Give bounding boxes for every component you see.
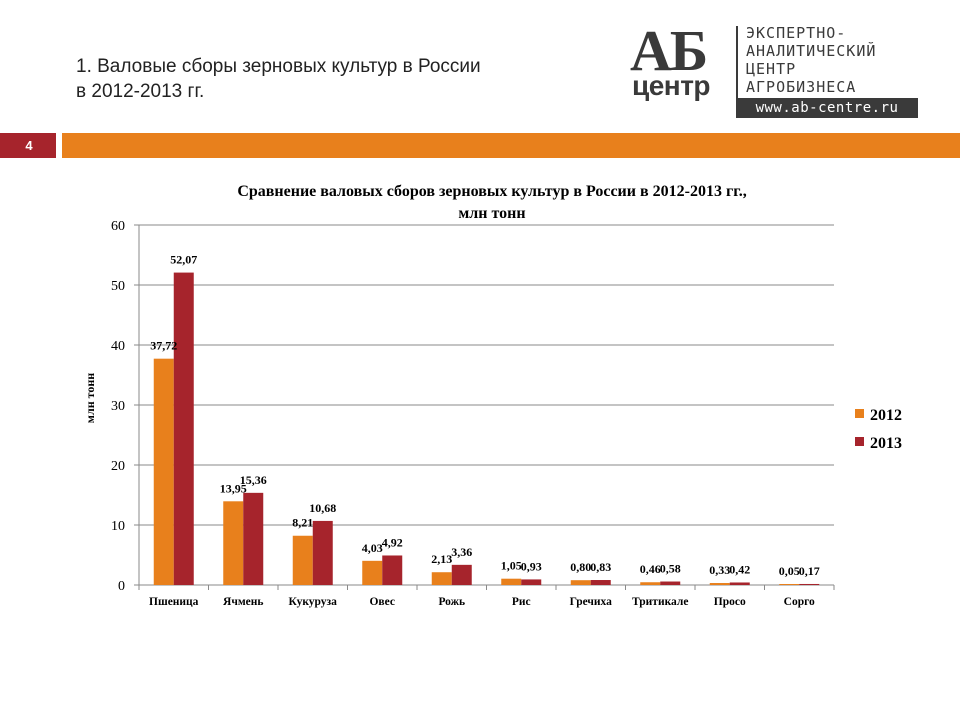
bar-2013 xyxy=(590,580,611,585)
logo-mark-ab: АБ xyxy=(630,18,708,83)
data-label: 0,80 xyxy=(570,560,591,574)
legend-label: 2012 xyxy=(870,407,902,424)
legend-swatch xyxy=(855,437,864,446)
header-accent-bar xyxy=(62,133,960,158)
data-label: 52,07 xyxy=(170,253,197,267)
data-label: 0,17 xyxy=(799,564,820,578)
x-tick-label: Кукуруза xyxy=(289,596,338,608)
y-tick-label: 30 xyxy=(111,399,125,414)
logo-text-line: ЭКСПЕРТНО- xyxy=(746,24,847,42)
bar-2012 xyxy=(501,578,522,585)
data-label: 0,33 xyxy=(709,563,730,577)
y-tick-label: 10 xyxy=(111,519,125,534)
y-tick-label: 40 xyxy=(111,339,125,354)
logo-mark: АБ центр xyxy=(628,22,732,104)
bar-2012 xyxy=(570,580,591,585)
data-label: 8,21 xyxy=(292,516,313,530)
bar-2013 xyxy=(382,555,403,585)
bar-2012 xyxy=(153,358,174,585)
x-tick-label: Тритикале xyxy=(632,596,688,608)
bar-2012 xyxy=(709,583,730,585)
chart-bars xyxy=(153,272,820,585)
bar-2013 xyxy=(660,581,681,585)
logo-text-line: АНАЛИТИЧЕСКИЙ xyxy=(746,42,877,60)
data-label: 0,42 xyxy=(729,562,750,576)
data-label: 0,05 xyxy=(779,564,800,578)
data-label: 1,05 xyxy=(501,559,522,573)
bar-2012 xyxy=(223,501,244,585)
chart-title-line2: млн тонн xyxy=(458,205,525,222)
logo-text-line: АГРОБИЗНЕСА xyxy=(746,78,857,96)
page-number-badge: 4 xyxy=(0,133,56,158)
data-label: 15,36 xyxy=(240,473,267,487)
y-tick-label: 20 xyxy=(111,459,125,474)
slide-title-line1: 1. Валовые сборы зерновых культур в Росс… xyxy=(76,56,481,77)
bar-2013 xyxy=(243,492,264,585)
bar-2013 xyxy=(173,272,194,585)
data-label: 0,58 xyxy=(660,562,681,576)
slide-title-line2: в 2012-2013 гг. xyxy=(76,81,205,102)
data-label: 37,72 xyxy=(150,339,177,353)
legend-swatch xyxy=(855,409,864,418)
bar-2013 xyxy=(799,583,820,585)
logo-text-line: ЦЕНТР xyxy=(746,60,797,78)
y-tick-label: 50 xyxy=(111,279,125,294)
data-label: 0,93 xyxy=(521,559,542,573)
y-tick-label: 60 xyxy=(111,219,125,234)
bar-2012 xyxy=(431,572,452,585)
data-label: 4,92 xyxy=(382,535,403,549)
x-tick-label: Рожь xyxy=(438,596,465,608)
x-tick-label: Овес xyxy=(369,596,395,608)
bar-2013 xyxy=(312,520,333,585)
logo-divider xyxy=(736,26,738,98)
y-axis-label: млн тонн xyxy=(83,373,97,423)
x-tick-label: Сорго xyxy=(784,596,815,608)
chart-axes: 0 10 20 30 40 50 60 Пшеница Ячмень Кукуруза Овес Ро… xyxy=(111,219,835,608)
data-label: 3,36 xyxy=(451,545,472,559)
x-tick-label: Гречиха xyxy=(570,596,613,608)
bar-2013 xyxy=(451,564,472,585)
logo-url: www.ab-centre.ru xyxy=(736,98,918,118)
slide-title: 1. Валовые сборы зерновых культур в Росс… xyxy=(76,54,576,104)
y-tick-label: 0 xyxy=(118,579,125,594)
bar-2012 xyxy=(292,535,313,585)
x-tick-label: Пшеница xyxy=(149,596,199,608)
x-tick-label: Просо xyxy=(714,596,746,608)
data-label: 2,13 xyxy=(431,552,452,566)
data-label: 4,03 xyxy=(362,541,383,555)
x-tick-label: Рис xyxy=(512,596,531,608)
chart-title: Сравнение валовых сборов зерновых культу… xyxy=(237,183,746,200)
chart-legend: 2012 2013 xyxy=(855,407,902,452)
logo-mark-center: центр xyxy=(632,70,711,101)
bar-2012 xyxy=(362,560,383,585)
legend-label: 2013 xyxy=(870,435,902,452)
ab-centre-logo: АБ центр ЭКСПЕРТНО- АНАЛИТИЧЕСКИЙ ЦЕНТР … xyxy=(628,22,928,122)
data-label: 0,46 xyxy=(640,562,661,576)
data-label: 0,83 xyxy=(590,560,611,574)
logo-text: ЭКСПЕРТНО- АНАЛИТИЧЕСКИЙ ЦЕНТР АГРОБИЗНЕ… xyxy=(746,24,876,96)
bar-2013 xyxy=(521,579,542,585)
bar-2013 xyxy=(729,582,750,585)
bar-2012 xyxy=(779,584,800,585)
x-tick-label: Ячмень xyxy=(223,596,263,608)
data-label: 13,95 xyxy=(220,481,247,495)
data-label: 10,68 xyxy=(309,501,336,515)
bar-2012 xyxy=(640,582,661,585)
